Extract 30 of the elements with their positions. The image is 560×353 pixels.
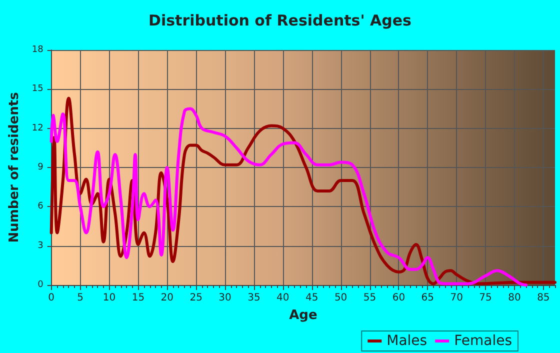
y-tick-label: 12 <box>32 123 44 134</box>
y-tick-label: 9 <box>38 162 44 172</box>
y-tick-label: 15 <box>32 84 44 94</box>
x-tick-label: 65 <box>421 292 434 304</box>
legend-label: Females <box>454 333 512 349</box>
y-tick-label: 6 <box>38 202 44 212</box>
y-tick-label: 0 <box>38 280 44 290</box>
x-tick-label: 50 <box>334 292 348 304</box>
y-tick-label: 18 <box>32 45 44 55</box>
legend-label: Males <box>386 333 428 349</box>
x-tick-label: 80 <box>508 292 521 304</box>
x-tick-label: 60 <box>392 292 406 304</box>
x-tick-label: 85 <box>537 292 550 304</box>
x-tick-label: 35 <box>248 292 260 304</box>
y-tick-label: 3 <box>38 240 44 251</box>
x-tick-label: 55 <box>363 292 376 304</box>
x-tick-label: 75 <box>479 292 492 304</box>
x-tick-label: 0 <box>48 292 55 304</box>
x-axis-title: Age <box>289 308 318 323</box>
x-tick-label: 20 <box>160 292 174 304</box>
x-tick-label: 5 <box>77 292 84 304</box>
x-tick-label: 10 <box>102 292 116 304</box>
x-tick-label: 25 <box>190 292 202 304</box>
chart-title: Distribution of Residents' Ages <box>148 12 412 30</box>
x-tick-label: 40 <box>276 292 290 304</box>
y-axis-title: Number of residents <box>7 92 22 243</box>
x-tick-label: 15 <box>132 292 145 304</box>
x-tick-label: 70 <box>450 292 463 304</box>
x-tick-label: 45 <box>305 292 318 304</box>
x-tick-label: 30 <box>218 292 232 304</box>
